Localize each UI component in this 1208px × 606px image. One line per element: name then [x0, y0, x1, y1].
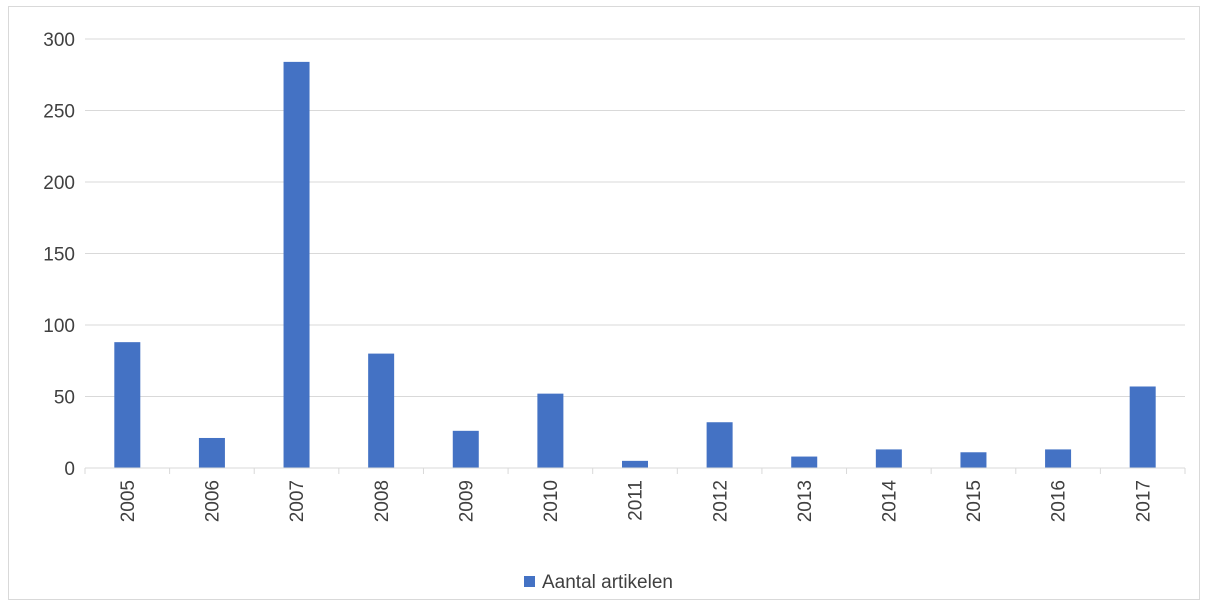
bar-2017	[1129, 386, 1156, 468]
x-tick-label-2013: 2013	[795, 480, 816, 522]
bar-2006	[198, 437, 225, 468]
y-tick-label-200: 200	[43, 173, 75, 194]
x-tick-label-2016: 2016	[1049, 480, 1070, 522]
x-tick-label-2015: 2015	[964, 480, 985, 522]
x-tick-label-2005: 2005	[118, 480, 139, 522]
x-tick-label-2009: 2009	[456, 480, 477, 522]
y-tick-label-150: 150	[43, 245, 75, 266]
bar-2016	[1045, 449, 1072, 468]
y-tick-label-100: 100	[43, 316, 75, 337]
bar-2013	[791, 456, 818, 468]
gridlines	[85, 38, 1185, 397]
legend: Aantal artikelen	[524, 572, 673, 593]
y-tick-label-0: 0	[64, 459, 75, 480]
x-tick-label-2010: 2010	[541, 480, 562, 522]
y-axis-tick-labels: 0 50 100 150 200 250 300	[43, 30, 75, 480]
x-axis	[84, 467, 1186, 474]
x-tick-label-2006: 2006	[203, 480, 224, 522]
x-tick-label-2007: 2007	[287, 480, 308, 522]
x-tick-label-2014: 2014	[879, 480, 900, 523]
bar-2011	[622, 460, 648, 468]
bar-2010	[537, 393, 564, 468]
bar-2007	[283, 61, 310, 468]
x-tick-label-2017: 2017	[1133, 480, 1154, 522]
x-tick-label-2011: 2011	[626, 480, 647, 521]
bar-2008	[368, 353, 395, 468]
y-tick-label-300: 300	[43, 30, 75, 51]
x-axis-tick-labels: 2005 2006 2007 2008 2009 2010 2011 2012 2013 2014…	[118, 480, 1154, 523]
bar-2005	[114, 342, 141, 468]
legend-label-aantal-artikelen: Aantal artikelen	[542, 572, 673, 593]
bar-2012	[706, 422, 733, 468]
bar-2014	[875, 449, 902, 468]
bars	[114, 61, 1156, 468]
y-tick-label-250: 250	[43, 102, 75, 123]
y-tick-label-50: 50	[54, 388, 75, 409]
bar-2009	[452, 430, 479, 468]
bar-2015	[960, 452, 987, 468]
x-tick-label-2008: 2008	[372, 480, 393, 522]
chart-area: 0 50 100 150 200 250 300 2005 2006 2007 2008 2009 2…	[8, 6, 1200, 600]
x-tick-label-2012: 2012	[710, 480, 731, 522]
legend-swatch-aantal-artikelen	[524, 576, 535, 587]
